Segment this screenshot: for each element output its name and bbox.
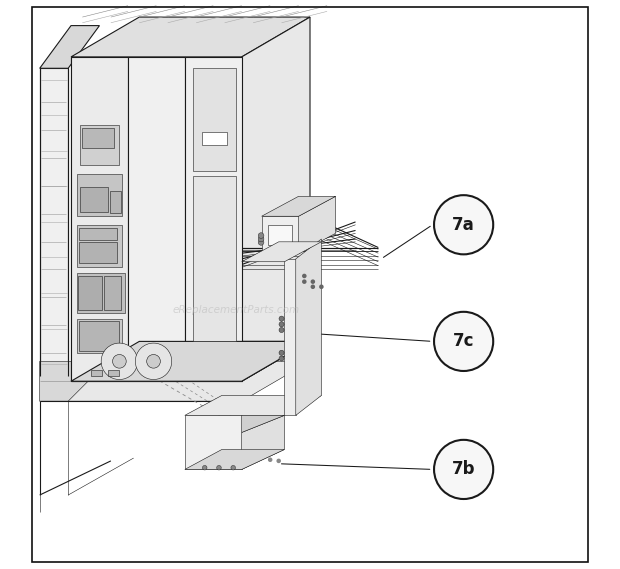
Polygon shape [193,176,236,341]
Circle shape [302,274,306,278]
Circle shape [277,459,281,463]
Polygon shape [79,228,117,240]
Text: 7c: 7c [453,332,474,351]
Circle shape [279,322,284,327]
Circle shape [319,284,324,289]
Polygon shape [40,361,310,401]
Polygon shape [262,196,335,216]
Polygon shape [77,319,122,353]
Polygon shape [285,259,296,415]
Polygon shape [79,187,108,212]
Polygon shape [202,132,228,145]
Polygon shape [71,17,310,57]
Polygon shape [77,225,122,267]
Circle shape [268,457,272,462]
Polygon shape [71,341,310,381]
Circle shape [135,343,172,380]
Polygon shape [296,239,321,415]
Circle shape [113,354,126,368]
Polygon shape [242,242,321,262]
Text: 7a: 7a [452,216,475,234]
Circle shape [279,316,284,321]
Bar [108,370,120,376]
Circle shape [147,354,161,368]
Circle shape [203,465,207,470]
Polygon shape [71,57,128,381]
Circle shape [258,236,264,242]
Polygon shape [110,191,121,213]
Polygon shape [268,225,292,245]
Circle shape [434,440,494,499]
Polygon shape [299,196,335,253]
Circle shape [434,312,494,371]
Polygon shape [79,242,117,263]
Circle shape [101,343,138,380]
Polygon shape [78,276,102,310]
Polygon shape [185,450,285,469]
Circle shape [258,233,264,238]
Polygon shape [80,125,120,165]
Circle shape [279,351,284,355]
Polygon shape [71,57,242,381]
Polygon shape [77,273,125,313]
Polygon shape [185,415,242,469]
Polygon shape [71,341,310,381]
Polygon shape [242,415,285,469]
Polygon shape [185,395,321,415]
Polygon shape [40,68,68,376]
Polygon shape [104,276,121,310]
Circle shape [302,279,306,284]
Circle shape [231,465,236,470]
Polygon shape [193,68,236,171]
Circle shape [311,279,315,284]
Polygon shape [40,361,108,401]
Polygon shape [79,321,120,351]
Circle shape [311,284,315,289]
Text: 7b: 7b [452,460,476,479]
Bar [91,370,102,376]
Polygon shape [262,216,299,253]
Circle shape [258,240,264,245]
Polygon shape [128,57,185,381]
Circle shape [279,328,284,332]
Polygon shape [242,415,285,432]
Polygon shape [185,57,242,381]
Circle shape [216,465,221,470]
Polygon shape [40,26,99,68]
Polygon shape [77,174,122,216]
Circle shape [279,356,284,361]
Circle shape [434,195,494,254]
Text: eReplacementParts.com: eReplacementParts.com [172,305,299,315]
Polygon shape [82,128,113,148]
Polygon shape [242,17,310,381]
